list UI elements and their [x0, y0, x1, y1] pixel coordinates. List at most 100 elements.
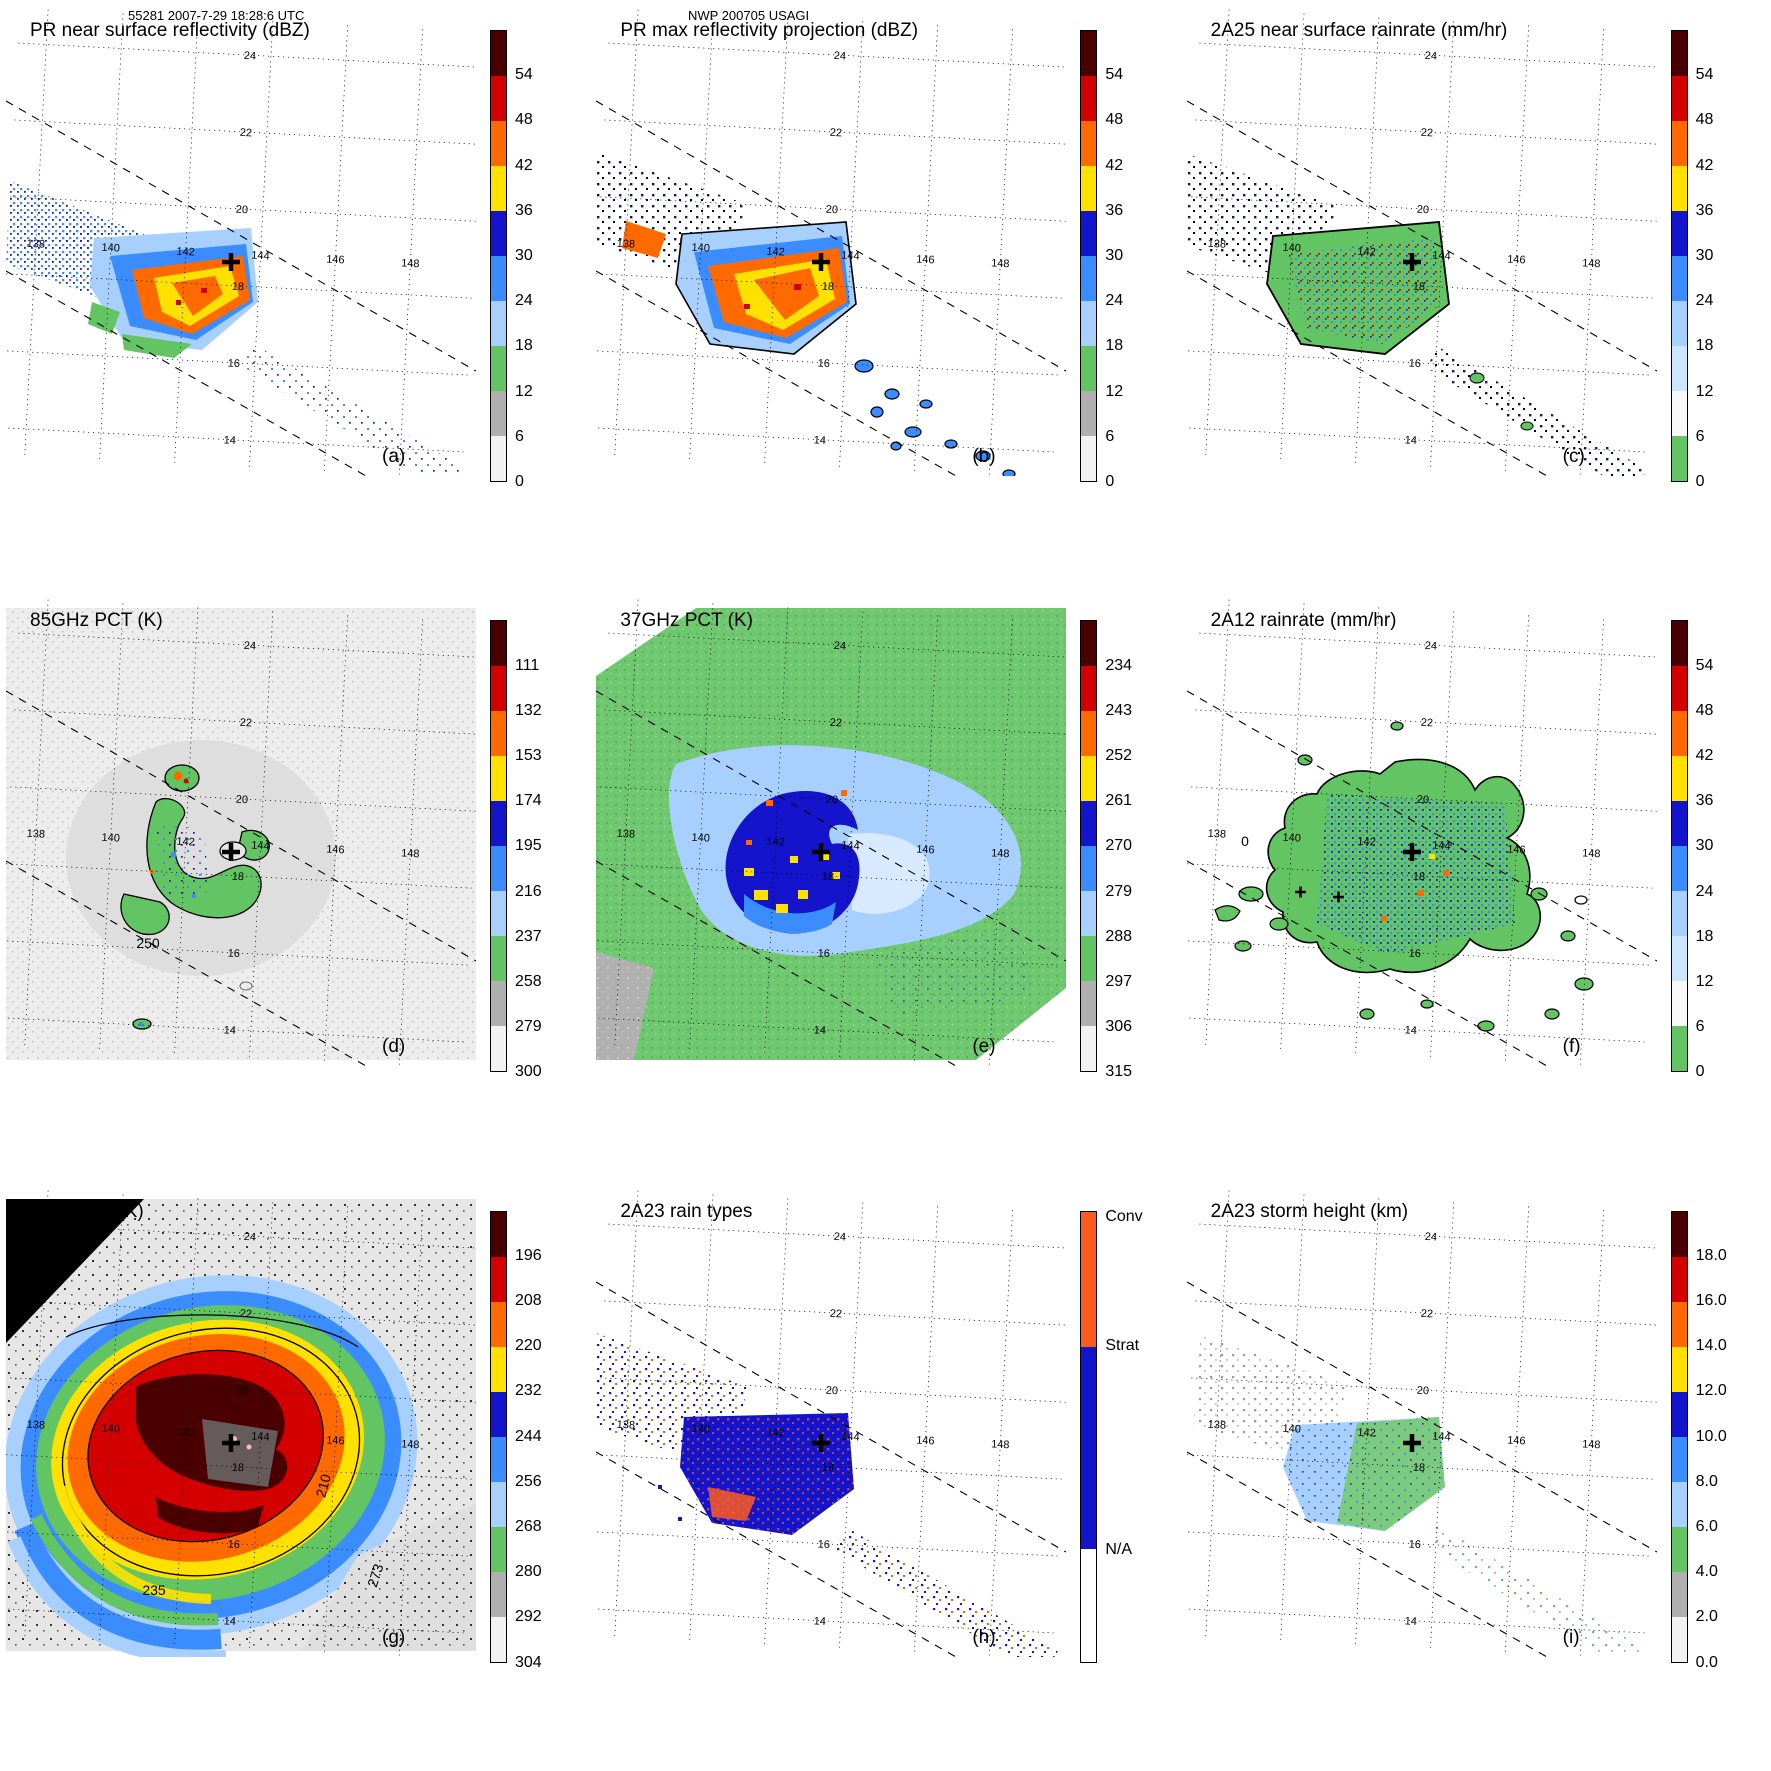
orange-specks	[746, 790, 848, 846]
colorbar-tick-label: 36	[1695, 201, 1714, 219]
panel-title: 37GHz PCT (K)	[620, 610, 753, 634]
swath-edge-line	[1186, 270, 1547, 476]
lon-tick-label: 140	[101, 832, 120, 845]
colorbar-segment	[1081, 846, 1097, 892]
swath-edge-line	[6, 690, 476, 962]
title-text: VIRS T	[30, 1200, 91, 1222]
lon-tick-label: 144	[251, 1430, 270, 1443]
colorbar-segment	[1671, 31, 1687, 76]
colorbar-tick-label: 6	[1105, 427, 1115, 445]
colorbar-tick-label: 234	[1105, 656, 1133, 674]
swath-edge-line	[596, 860, 957, 1067]
colorbar-tick-label: 18	[515, 337, 533, 355]
grid-layer: 138 140 142 144 146 148 24 22 20 18 16 14	[596, 9, 1067, 475]
colorbar-segment	[1081, 436, 1097, 481]
storm-center-marker	[1402, 1433, 1421, 1452]
overlay-layer	[6, 100, 476, 476]
map-d: 138 140 142 144 146 148 24 22 20 18 16 14 250	[6, 599, 476, 1067]
colorbar-tick-label: 292	[515, 1608, 542, 1626]
colorbar-ticks: 196 208 220 232 244 256 268 280 292 304	[515, 1211, 587, 1671]
tmi-rainrate-data	[1213, 721, 1594, 1032]
colorbar-segment	[491, 76, 506, 121]
lon-tick-label: 142	[1357, 836, 1376, 849]
colorbar-h: Conv Strat N/A	[1080, 1208, 1180, 1663]
colorbar-tick-label: 18.0	[1695, 1246, 1727, 1264]
colorbar-tick-label: 0.0	[1695, 1653, 1718, 1671]
panel-letter-label: (c)	[1562, 446, 1585, 467]
colorbar-segment	[1081, 801, 1097, 847]
colorbar-segment	[1671, 256, 1687, 301]
lat-tick-label: 22	[830, 717, 843, 730]
colorbar-segment	[1081, 1549, 1097, 1662]
colorbar-segment	[1671, 666, 1687, 712]
panel-letter-label: (b)	[972, 446, 996, 467]
lon-tick-label: 138	[617, 1418, 636, 1431]
lat-tick-label: 24	[1424, 640, 1437, 653]
lat-tick-label: 24	[834, 640, 847, 653]
colorbar-segment	[491, 981, 506, 1027]
colorbar-tick-label: 2.0	[1695, 1608, 1718, 1626]
map-i: 138 140 142 144 146 148 24 22 20 18 16 14	[1186, 1190, 1657, 1657]
contour-label: 235	[142, 1582, 166, 1598]
grid-line	[398, 29, 423, 475]
colorbar-d: 111 132 153 174 195 216 237 258 279 300	[490, 620, 590, 1080]
storm-center-marker	[1402, 843, 1421, 862]
lat-tick-label: 14	[223, 1615, 236, 1628]
colorbar-ticks: 234 243 252 261 270 279 288 297 306 315	[1105, 620, 1177, 1081]
panel-g: VIRS TB11 (K)	[0, 1181, 590, 1771]
colorbar-tick-label: 256	[515, 1472, 542, 1490]
panel-letter-label: (d)	[382, 1036, 406, 1058]
grid-line	[249, 21, 274, 467]
colorbar-tick-label: N/A	[1105, 1540, 1132, 1558]
lat-tick-label: 24	[244, 640, 257, 653]
colorbar-c: 54 48 42 36 30 24 18 12 6 0	[1670, 30, 1771, 490]
colorbar-segment	[491, 1211, 506, 1257]
lat-tick-label: 14	[223, 1025, 236, 1038]
colorbar-segment	[491, 1481, 506, 1527]
lat-tick-label: 16	[227, 948, 240, 961]
contour-label: 210	[312, 1472, 334, 1499]
colorbar-ticks: 54 48 42 36 30 24 18 12 6 0	[1695, 30, 1768, 490]
swath-edge-line	[1186, 690, 1657, 962]
panel-title: 2A23 storm height (km)	[1211, 1201, 1408, 1225]
colorbar-segment	[1081, 981, 1097, 1027]
lon-tick-label: 146	[326, 1434, 345, 1447]
ir-cloud-data	[6, 1198, 476, 1657]
title-text: PR max reflectivity projection (dBZ)	[620, 20, 919, 41]
lon-tick-label: 142	[766, 246, 785, 259]
colorbar-tick-label: 300	[515, 1063, 542, 1081]
swath-edge-line	[1186, 100, 1657, 372]
map-b: 138 140 142 144 146 148 24 22 20 18 16 14	[596, 9, 1067, 476]
lat-tick-label: 18	[231, 871, 244, 884]
contour-label: 250	[136, 935, 160, 951]
colorbar-segment	[1671, 1026, 1687, 1072]
lat-tick-label: 20	[235, 794, 248, 807]
lon-tick-label: 146	[326, 253, 345, 266]
overlay-layer: 250	[6, 690, 476, 1067]
colorbar-tick-label: 12.0	[1695, 1382, 1727, 1400]
colorbar-tick-label: 280	[515, 1563, 542, 1581]
lon-tick-label: 148	[991, 1438, 1010, 1451]
colorbar-segment	[491, 1026, 506, 1072]
colorbar-tick-label: 42	[1105, 156, 1124, 174]
colorbar-g: 196 208 220 232 244 256 268 280 292 304	[490, 1210, 590, 1671]
lat-tick-label: 20	[826, 794, 839, 807]
lon-tick-label: 144	[1432, 250, 1451, 263]
title-text: 2A25 near surface rainrate (mm/hr)	[1210, 20, 1508, 41]
panel-letter-label: (e)	[972, 1036, 996, 1058]
colorbar-segment	[1081, 301, 1097, 346]
lat-tick-label: 14	[814, 1615, 827, 1628]
colorbar-segment	[491, 1301, 506, 1347]
colorbar-segment	[491, 436, 506, 481]
colorbar-tick-label: 54	[515, 66, 533, 84]
lat-tick-label: 18	[822, 1461, 835, 1474]
map-c: 138 140 142 144 146 148 24 22 20 18 16 14	[1186, 9, 1657, 476]
storm-center-marker	[222, 1433, 240, 1452]
title-text: 37GHz PCT (K)	[620, 610, 754, 632]
colorbar-tick-label: 12	[1105, 382, 1124, 400]
panel-f: 2A12 rainrate (mm/hr)	[1181, 590, 1771, 1180]
colorbar-tick-label: 24	[515, 292, 533, 310]
lon-tick-label: 146	[1507, 253, 1526, 266]
colorbar-bar	[1670, 620, 1688, 1073]
grid-layer: 138 140 142 144 146 148 24 22 20 18 16 14	[1186, 599, 1657, 1065]
